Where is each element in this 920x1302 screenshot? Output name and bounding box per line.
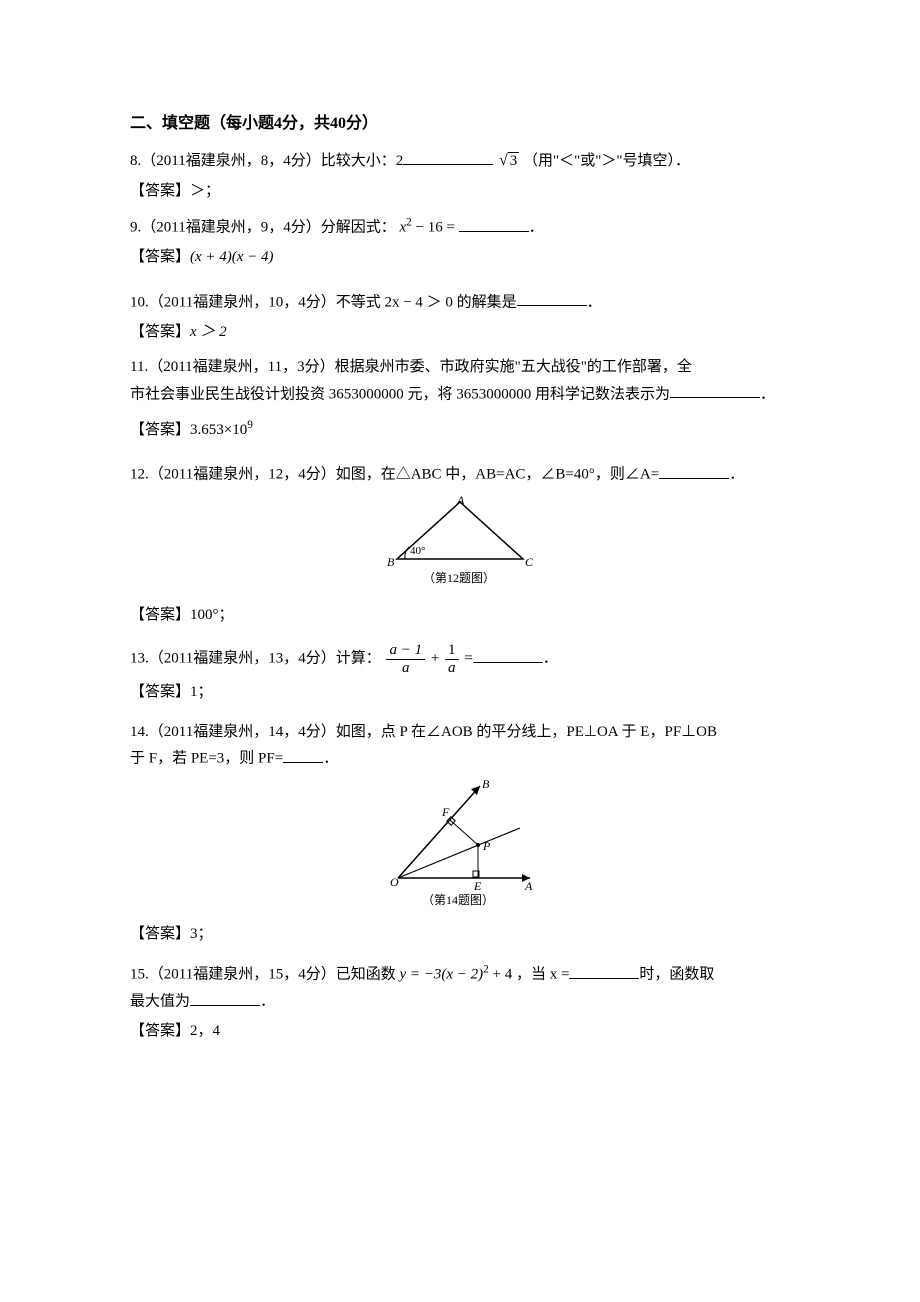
q11-suffix: ． <box>760 386 775 402</box>
answer-9-value: (x + 4)(x − 4) <box>190 249 274 265</box>
question-15: 15.（2011福建泉州，15，4分）已知函数 y = −3(x − 2)2 +… <box>130 961 790 1015</box>
q14-blank <box>283 745 323 763</box>
q12-text: 12.（2011福建泉州，12，4分）如图，在△ABC 中，AB=AC，∠B=4… <box>130 467 659 483</box>
q13-den2: a <box>445 660 459 677</box>
sqrt-icon: 3 <box>497 147 519 175</box>
q14-suffix: ． <box>323 751 338 767</box>
q15-blank2 <box>190 988 260 1006</box>
fig12-A: A <box>456 494 465 507</box>
q8-blank <box>403 148 493 166</box>
answer-11-base: 3.653×10 <box>190 422 247 438</box>
fig12-B: B <box>387 555 395 569</box>
figure-12: A B C 40° （第12题图） <box>130 494 790 599</box>
fig14-caption: （第14题图） <box>422 893 494 907</box>
q14-line2: 于 F，若 PE=3，则 PF= <box>130 751 283 767</box>
q11-blank <box>670 381 760 399</box>
answer-14: 【答案】3； <box>130 922 790 948</box>
q12-suffix: ． <box>729 467 744 483</box>
page-content: 二、填空题（每小题4分，共40分） 8.（2011福建泉州，8，4分）比较大小：… <box>0 0 920 1115</box>
q15-mid: 时，函数取 <box>639 967 714 983</box>
answer-13-value: 1； <box>190 684 213 700</box>
answer-10-value: x ＞ 2 <box>190 324 227 340</box>
fig14-E: E <box>473 879 482 893</box>
q13-num2: 1 <box>445 642 459 660</box>
answer-12: 【答案】100°； <box>130 603 790 629</box>
angle-bisector-icon: O A B E F P （第14题图） <box>380 778 540 908</box>
q13-suffix: ． <box>543 651 558 667</box>
question-8: 8.（2011福建泉州，8，4分）比较大小：2 3 （用"＜"或"＞"号填空）． <box>130 147 790 175</box>
answer-label: 【答案】 <box>130 684 190 700</box>
section-title: 二、填空题（每小题4分，共40分） <box>130 110 790 137</box>
answer-label: 【答案】 <box>130 324 190 340</box>
fig14-O: O <box>390 875 399 889</box>
q11-line2: 市社会事业民生战役计划投资 3653000000 元，将 3653000000 … <box>130 386 670 402</box>
q9-suffix: ． <box>529 220 544 236</box>
q15-pre: 15.（2011福建泉州，15，4分）已知函数 <box>130 967 399 983</box>
q10-blank <box>517 289 587 307</box>
fig12-caption: （第12题图） <box>423 571 495 585</box>
fraction-icon: 1 a <box>445 642 459 676</box>
q15-tail: + 4 ，当 x = <box>489 967 570 983</box>
q12-blank <box>659 461 729 479</box>
fig14-A: A <box>524 879 533 893</box>
answer-label: 【答案】 <box>130 926 190 942</box>
answer-12-value: 100°； <box>190 607 234 623</box>
q14-line1: 14.（2011福建泉州，14，4分）如图，点 P 在∠AOB 的平分线上，PE… <box>130 720 790 746</box>
fraction-icon: a − 1 a <box>386 642 425 676</box>
q13-prefix: 13.（2011福建泉州，13，4分）计算： <box>130 651 381 667</box>
q15-expr: y = −3(x − 2) <box>399 967 483 983</box>
answer-14-value: 3； <box>190 926 213 942</box>
q13-eq: = <box>464 651 472 667</box>
answer-10: 【答案】x ＞ 2 <box>130 320 790 346</box>
q15-suffix: ． <box>260 994 275 1010</box>
q10-suffix: ． <box>587 294 602 310</box>
answer-label: 【答案】 <box>130 1023 190 1039</box>
q13-num1: a − 1 <box>386 642 425 660</box>
question-13: 13.（2011福建泉州，13，4分）计算： a − 1 a + 1 a = ． <box>130 642 790 676</box>
fig14-F: F <box>441 805 450 819</box>
answer-15: 【答案】2，4 <box>130 1019 790 1045</box>
answer-label: 【答案】 <box>130 607 190 623</box>
q9-tail: − 16 = <box>412 220 455 236</box>
answer-11-exp: 9 <box>247 419 253 431</box>
q13-plus: + <box>431 651 443 667</box>
answer-9: 【答案】(x + 4)(x − 4) <box>130 245 790 271</box>
q10-text: 10.（2011福建泉州，10，4分）不等式 2x − 4 ＞ 0 的解集是 <box>130 294 517 310</box>
q8-suffix: （用"＜"或"＞"号填空）． <box>523 153 690 169</box>
triangle-icon: A B C 40° （第12题图） <box>375 494 545 589</box>
answer-label: 【答案】 <box>130 183 190 199</box>
fig14-B: B <box>482 778 490 791</box>
q15-line2: 最大值为 <box>130 994 190 1010</box>
question-9: 9.（2011福建泉州，9，4分）分解因式： x2 − 16 = ． <box>130 214 790 241</box>
q8-prefix: 8.（2011福建泉州，8，4分）比较大小：2 <box>130 153 403 169</box>
fig14-P: P <box>482 839 491 853</box>
answer-8-value: ＞； <box>190 183 220 199</box>
q9-blank <box>459 214 529 232</box>
answer-11: 【答案】3.653×109 <box>130 418 790 444</box>
answer-label: 【答案】 <box>130 422 190 438</box>
q9-prefix: 9.（2011福建泉州，9，4分）分解因式： <box>130 220 396 236</box>
figure-14: O A B E F P （第14题图） <box>130 778 790 918</box>
question-14: 14.（2011福建泉州，14，4分）如图，点 P 在∠AOB 的平分线上，PE… <box>130 720 790 773</box>
answer-15-value: 2，4 <box>190 1023 220 1039</box>
q13-blank <box>473 645 543 663</box>
q13-den1: a <box>386 660 425 677</box>
q15-blank1 <box>569 961 639 979</box>
q8-radicand: 3 <box>508 152 520 169</box>
question-10: 10.（2011福建泉州，10，4分）不等式 2x − 4 ＞ 0 的解集是 ． <box>130 289 790 316</box>
answer-label: 【答案】 <box>130 249 190 265</box>
answer-8: 【答案】＞； <box>130 179 790 205</box>
fig12-C: C <box>525 555 534 569</box>
q11-line1: 11.（2011福建泉州，11，3分）根据泉州市委、市政府实施"五大战役"的工作… <box>130 355 790 381</box>
answer-13: 【答案】1； <box>130 680 790 706</box>
question-12: 12.（2011福建泉州，12，4分）如图，在△ABC 中，AB=AC，∠B=4… <box>130 461 790 488</box>
question-11: 11.（2011福建泉州，11，3分）根据泉州市委、市政府实施"五大战役"的工作… <box>130 355 790 408</box>
fig12-angle: 40° <box>410 545 425 557</box>
